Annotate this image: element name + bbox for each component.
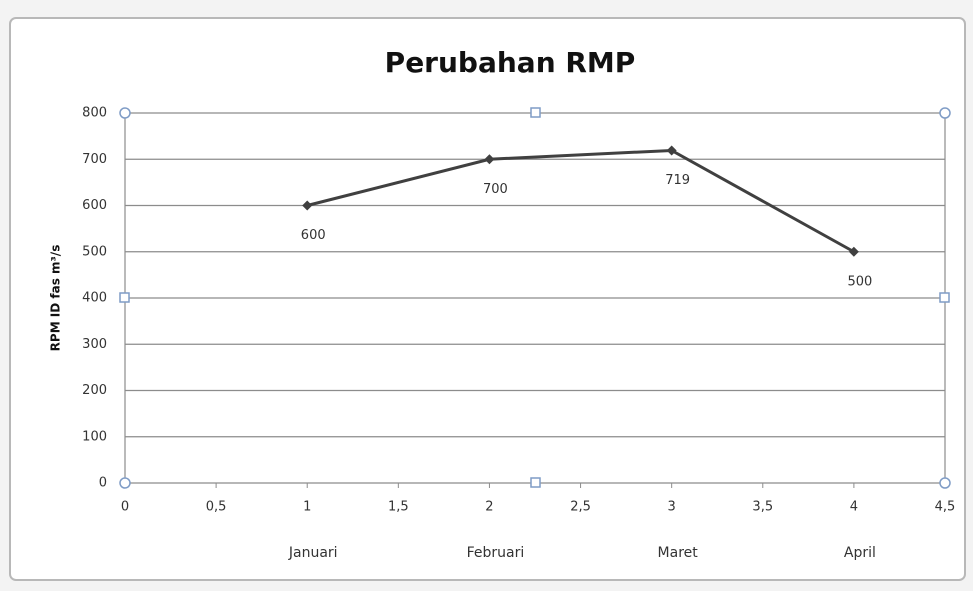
y-tick-label: 400 xyxy=(82,291,107,306)
marker xyxy=(302,200,313,211)
x-tick-label: 4,5 xyxy=(935,500,956,515)
marker xyxy=(848,246,859,257)
marker xyxy=(484,154,495,165)
selection-handles xyxy=(119,107,951,489)
x-tick-label: 2,5 xyxy=(570,500,591,515)
y-tick-label: 200 xyxy=(82,383,107,398)
x-tick-label: 3,5 xyxy=(752,500,773,515)
y-axis-label: RPM ID fas m³/s xyxy=(49,245,63,352)
y-tick-label: 0 xyxy=(99,476,107,491)
category-label: Januari xyxy=(288,545,338,561)
x-tick-label: 0 xyxy=(121,500,129,515)
data-label: 700 xyxy=(483,182,508,197)
y-tick-label: 700 xyxy=(82,152,107,167)
x-tick-label: 3 xyxy=(668,500,676,515)
x-tick-label: 2 xyxy=(485,500,493,515)
y-tick-label: 100 xyxy=(82,429,107,444)
data-label: 719 xyxy=(665,173,690,188)
data-label: 600 xyxy=(301,228,326,243)
category-label: April xyxy=(844,545,876,561)
marker xyxy=(666,145,677,156)
y-tick-label: 300 xyxy=(82,337,107,352)
category-label: Maret xyxy=(658,545,699,561)
y-tick-label: 800 xyxy=(82,106,107,121)
y-tick-label: 600 xyxy=(82,198,107,213)
line xyxy=(306,148,855,254)
chart-frame xyxy=(9,17,966,581)
chart-title: Perubahan RMP xyxy=(385,46,636,79)
category-label: Februari xyxy=(467,545,525,561)
data-label: 500 xyxy=(847,274,872,289)
x-tick-label: 4 xyxy=(850,500,858,515)
y-tick-label: 500 xyxy=(82,244,107,259)
x-tick-label: 1,5 xyxy=(388,500,409,515)
x-tick-label: 1 xyxy=(303,500,311,515)
x-tick-label: 0,5 xyxy=(206,500,227,515)
